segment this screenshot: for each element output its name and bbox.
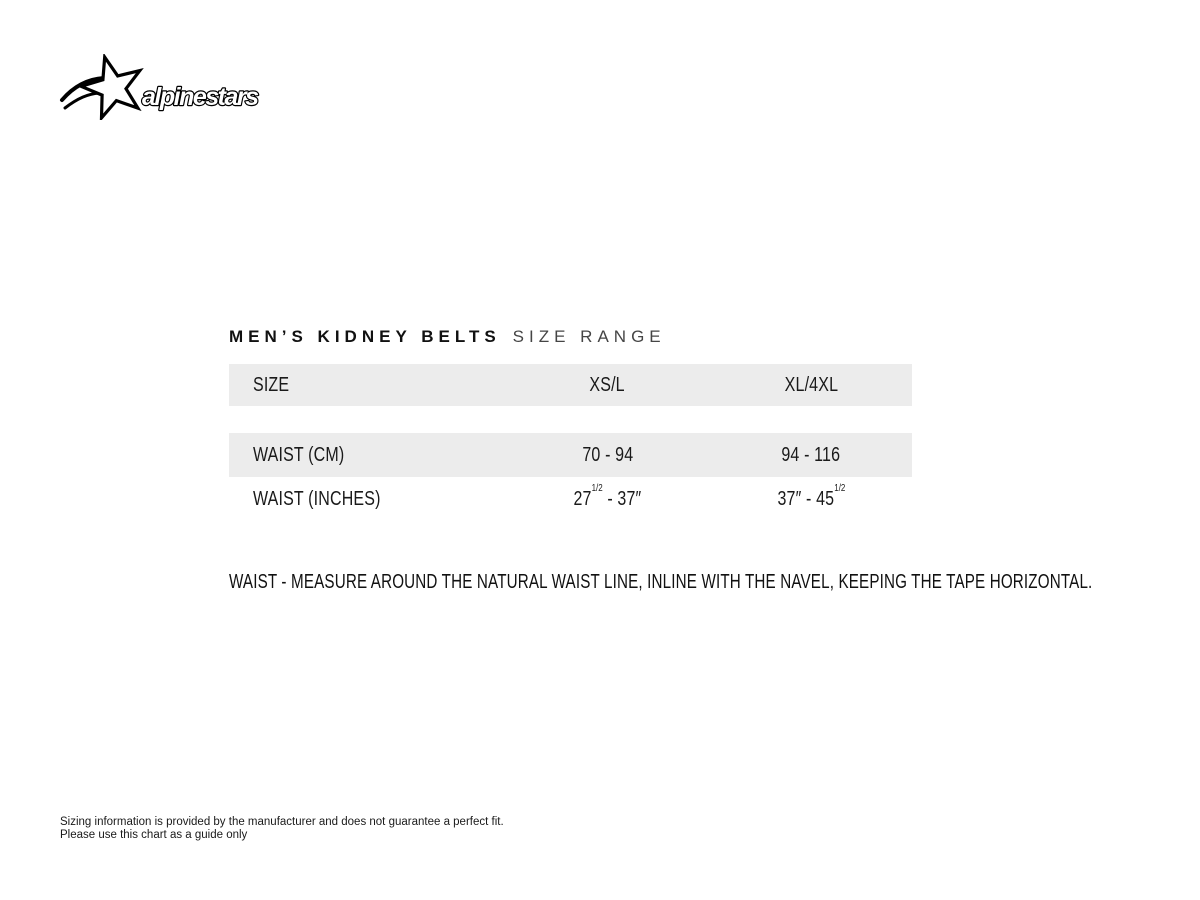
page-title-sub: SIZE RANGE: [512, 327, 666, 346]
header-xl-4xl: XL/4XL: [784, 373, 838, 396]
row-label: WAIST (INCHES): [253, 487, 381, 510]
alpinestars-wordmark: alpinestars: [142, 83, 259, 111]
cell-waist-cm-xs-l: 70 - 94: [582, 443, 633, 466]
cell-waist-cm-xl-4xl: 94 - 116: [781, 443, 841, 466]
alpinestars-star-icon: alpinestars: [60, 52, 262, 123]
header-size: SIZE: [253, 373, 290, 396]
disclaimer: Sizing information is provided by the ma…: [60, 816, 504, 842]
table-row-waist-cm: WAIST (CM) 70 - 94 94 - 116: [229, 433, 912, 477]
disclaimer-line-1: Sizing information is provided by the ma…: [60, 816, 504, 828]
page-title-main: MEN’S KIDNEY BELTS: [229, 327, 501, 346]
table-header-row: SIZE XS/L XL/4XL: [229, 364, 912, 406]
page-title: MEN’S KIDNEY BELTS SIZE RANGE: [229, 327, 666, 347]
header-xs-l: XS/L: [589, 373, 626, 396]
table-gap: [229, 406, 912, 433]
disclaimer-line-2: Please use this chart as a guide only: [60, 829, 248, 841]
cell-waist-in-xl-4xl: 37″ - 451/2: [777, 482, 845, 510]
measurement-note: WAIST - MEASURE AROUND THE NATURAL WAIST…: [229, 571, 1093, 593]
size-table: SIZE XS/L XL/4XL WAIST (CM) 70 - 94 94 -…: [229, 364, 912, 521]
alpinestars-logo: alpinestars: [58, 52, 273, 123]
table-row-waist-inches: WAIST (INCHES) 271/2 - 37″ 37″ - 451/2: [229, 477, 912, 521]
cell-waist-in-xs-l: 271/2 - 37″: [573, 482, 642, 510]
row-label: WAIST (CM): [253, 443, 345, 466]
